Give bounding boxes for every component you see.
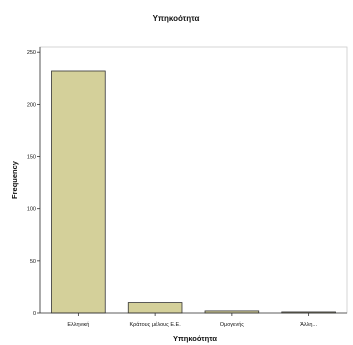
y-tick-label: 50 (30, 259, 36, 265)
y-tick-label: 150 (27, 155, 36, 161)
y-tick-label: 250 (27, 50, 36, 56)
x-tick-label: Ελληνική (67, 321, 89, 328)
y-axis-title: Frequency (10, 160, 19, 199)
y-tick-label: 200 (27, 102, 36, 108)
y-tick-label: 100 (27, 207, 36, 213)
x-tick-label: Κράτους μέλους Ε.Ε. (130, 321, 182, 328)
bar-0 (51, 70, 106, 314)
y-tick-label: 0 (33, 311, 36, 317)
bars (51, 70, 336, 314)
bar-1 (127, 302, 183, 314)
x-tick-label: Άλλη... (300, 322, 317, 328)
x-axis-ticks: Ελληνική Κράτους μέλους Ε.Ε. Ομογενής Άλλη.… (67, 313, 317, 328)
x-axis-title: Υπηκοότητα (173, 334, 217, 343)
x-tick-label: Ομογενής (220, 321, 245, 328)
y-axis-ticks: 0 50 100 150 200 250 (27, 50, 40, 317)
chart-title: Υπηκοότητα (153, 14, 200, 23)
